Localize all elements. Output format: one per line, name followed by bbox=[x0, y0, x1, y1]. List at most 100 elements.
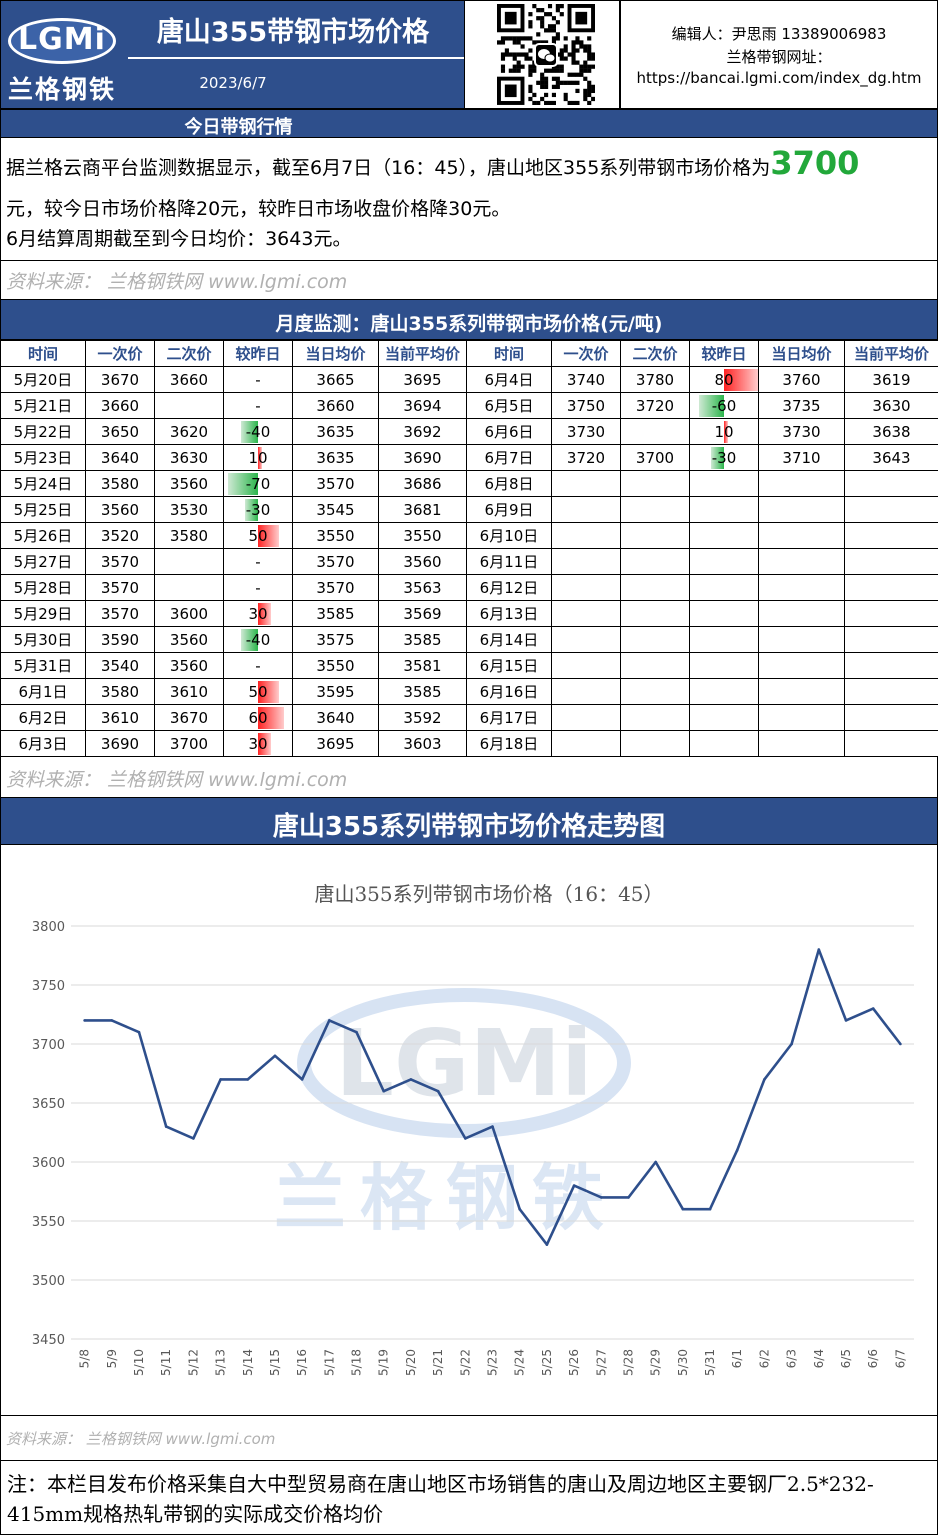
data-point bbox=[518, 1207, 521, 1211]
price-cell bbox=[154, 574, 224, 601]
change-cell bbox=[689, 522, 759, 549]
x-tick-label: 5/23 bbox=[486, 1349, 500, 1376]
date-cell: 6月12日 bbox=[466, 574, 552, 601]
contact-panel: 编辑人：尹思雨 13389006983 兰格带钢网址： https://banc… bbox=[620, 0, 938, 109]
column-header: 时间 bbox=[466, 340, 552, 367]
date-cell: 6月1日 bbox=[0, 678, 86, 705]
date-cell: 6月17日 bbox=[466, 704, 552, 731]
site-label: 兰格带钢网址： bbox=[726, 48, 832, 66]
change-value: 60 bbox=[248, 708, 268, 727]
table-row: 5月23日 3640 3630 10 3635 3690 6月7日 3720 3700 -30 37… bbox=[0, 444, 938, 471]
price-cell bbox=[758, 522, 845, 549]
date-cell: 6月5日 bbox=[466, 392, 552, 419]
change-value: 10 bbox=[714, 422, 734, 441]
price-cell bbox=[844, 496, 938, 523]
price-cell: 3630 bbox=[154, 444, 224, 471]
table-row: 6月3日 3690 3700 30 3695 3603 6月18日 bbox=[0, 730, 938, 757]
price-cell: 3635 bbox=[292, 444, 379, 471]
change-bar-down bbox=[241, 421, 258, 443]
price-cell: 3595 bbox=[292, 678, 379, 705]
price-table: 时间 一次价 二次价 较昨日 当日均价 当前平均价 时间 一次价 二次价 较昨日 当日均价 当前平均价… bbox=[0, 340, 938, 757]
data-point bbox=[436, 1089, 440, 1093]
date-cell: 6月8日 bbox=[466, 470, 552, 497]
x-tick-label: 6/3 bbox=[785, 1349, 799, 1368]
x-tick-label: 5/8 bbox=[78, 1349, 92, 1368]
change-cell bbox=[689, 600, 759, 627]
date-cell: 6月2日 bbox=[0, 704, 86, 731]
change-cell bbox=[689, 548, 759, 575]
change-bar-down bbox=[245, 499, 258, 521]
price-cell bbox=[844, 574, 938, 601]
price-cell bbox=[620, 548, 690, 575]
change-value: 10 bbox=[248, 448, 268, 467]
price-cell bbox=[844, 522, 938, 549]
change-bar-down bbox=[698, 395, 724, 417]
price-cell bbox=[844, 626, 938, 653]
y-tick-label: 3650 bbox=[32, 1097, 65, 1112]
data-point bbox=[110, 1019, 114, 1022]
date-cell: 5月22日 bbox=[0, 418, 86, 445]
data-point bbox=[790, 1042, 793, 1046]
price-cell bbox=[551, 548, 621, 575]
date-cell: 5月23日 bbox=[0, 444, 86, 471]
data-point bbox=[137, 1030, 141, 1034]
price-cell: 3690 bbox=[378, 444, 467, 471]
price-cell: 3569 bbox=[378, 600, 467, 627]
price-cell bbox=[844, 600, 938, 627]
date-cell: 6月13日 bbox=[466, 600, 552, 627]
x-tick-label: 5/16 bbox=[295, 1349, 309, 1376]
y-tick-label: 3800 bbox=[32, 920, 65, 935]
price-cell: 3700 bbox=[620, 444, 690, 471]
y-tick-label: 3600 bbox=[32, 1156, 65, 1171]
price-cell bbox=[758, 626, 845, 653]
price-cell: 3695 bbox=[292, 730, 379, 757]
price-cell: 3643 bbox=[844, 444, 938, 471]
date-cell: 5月27日 bbox=[0, 548, 86, 575]
price-cell: 3580 bbox=[85, 678, 155, 705]
price-cell: 3563 bbox=[378, 574, 467, 601]
price-cell: 3650 bbox=[85, 418, 155, 445]
date-cell: 5月25日 bbox=[0, 496, 86, 523]
price-cell: 3780 bbox=[620, 366, 690, 393]
x-tick-label: 5/13 bbox=[214, 1349, 228, 1376]
column-header: 时间 bbox=[0, 340, 86, 367]
date-cell: 5月26日 bbox=[0, 522, 86, 549]
change-value: -60 bbox=[711, 396, 737, 415]
price-cell bbox=[551, 600, 621, 627]
price-cell bbox=[758, 730, 845, 757]
change-value: 30 bbox=[248, 604, 268, 623]
change-cell: 80 bbox=[689, 366, 759, 393]
data-point bbox=[681, 1207, 685, 1211]
change-cell: 10 bbox=[689, 418, 759, 445]
price-cell bbox=[758, 496, 845, 523]
x-tick-label: 5/30 bbox=[676, 1349, 690, 1376]
x-tick-label: 5/12 bbox=[186, 1349, 200, 1376]
data-point bbox=[246, 1078, 250, 1081]
change-cell bbox=[689, 574, 759, 601]
change-cell: - bbox=[223, 652, 293, 679]
price-cell: 3550 bbox=[292, 652, 379, 679]
change-cell: 60 bbox=[223, 704, 293, 731]
table-row: 5月27日 3570-3570 3560 6月11日 bbox=[0, 548, 938, 575]
date-cell: 6月4日 bbox=[466, 366, 552, 393]
date-cell: 6月9日 bbox=[466, 496, 552, 523]
price-cell bbox=[551, 678, 621, 705]
price-cell bbox=[620, 496, 690, 523]
price-cell: 3692 bbox=[378, 418, 467, 445]
change-value: - bbox=[255, 396, 261, 415]
change-cell: - bbox=[223, 548, 293, 575]
table-row: 5月22日 3650 3620 -40 3635 3692 6月6日 3730 10 3730 36… bbox=[0, 418, 938, 445]
table-row: 5月21日 3660-3660 3694 6月5日 3750 3720 -60 3735 363… bbox=[0, 392, 938, 419]
change-cell bbox=[689, 678, 759, 705]
source-text: 资料来源： 兰格钢铁网 www.lgmi.com bbox=[6, 271, 348, 293]
date-cell: 6月11日 bbox=[466, 548, 552, 575]
change-cell: -40 bbox=[223, 418, 293, 445]
data-point bbox=[899, 1042, 902, 1046]
data-point bbox=[735, 1148, 739, 1152]
site-url[interactable]: https://bancai.lgmi.com/index_dg.htm bbox=[636, 69, 922, 87]
table-header-row: 时间 一次价 二次价 较昨日 当日均价 当前平均价 时间 一次价 二次价 较昨日 当日均价 当前平均价 bbox=[0, 340, 938, 367]
date-cell: 6月7日 bbox=[466, 444, 552, 471]
x-tick-label: 6/4 bbox=[812, 1349, 826, 1368]
logo-cn: 兰格钢铁 bbox=[7, 75, 116, 104]
price-cell bbox=[758, 574, 845, 601]
